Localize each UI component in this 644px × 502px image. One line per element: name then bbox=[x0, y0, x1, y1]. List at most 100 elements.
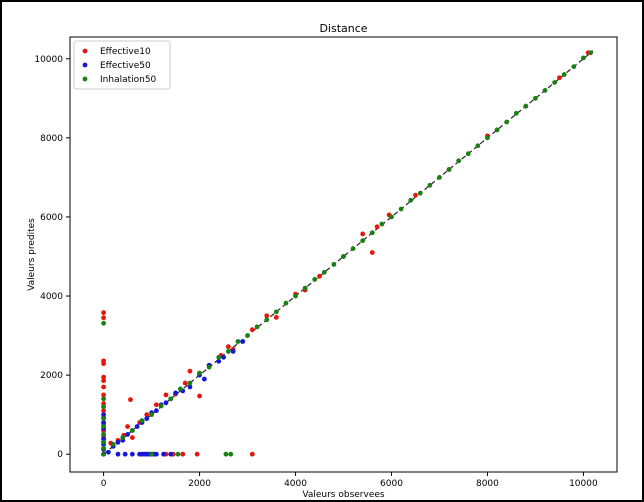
data-point bbox=[101, 420, 106, 425]
data-point bbox=[187, 368, 193, 374]
data-point bbox=[168, 396, 174, 402]
data-point bbox=[427, 182, 433, 188]
data-point bbox=[588, 50, 594, 56]
data-point bbox=[374, 224, 380, 230]
data-point bbox=[398, 206, 404, 212]
data-point bbox=[465, 151, 471, 157]
plot-area bbox=[101, 50, 594, 457]
data-point bbox=[317, 273, 322, 279]
data-point bbox=[350, 246, 356, 251]
data-point bbox=[153, 402, 159, 408]
data-point bbox=[249, 327, 255, 333]
data-point bbox=[101, 439, 106, 445]
data-point bbox=[581, 55, 586, 61]
data-point bbox=[552, 80, 558, 85]
data-point bbox=[379, 221, 385, 227]
data-point bbox=[101, 384, 106, 390]
data-point bbox=[180, 451, 186, 457]
y-tick-label: 8000 bbox=[40, 134, 63, 144]
data-point bbox=[513, 110, 519, 116]
data-point bbox=[216, 354, 222, 360]
axis-ticks: 0 2000 4000 6000 8000 10000 0 2000 4000 6000 8000 1… bbox=[34, 55, 598, 489]
data-point bbox=[369, 250, 375, 255]
data-point bbox=[240, 339, 246, 344]
data-point bbox=[161, 451, 166, 457]
x-tick-label: 0 bbox=[101, 479, 107, 489]
data-point bbox=[235, 339, 241, 344]
data-point bbox=[561, 72, 567, 77]
data-point bbox=[216, 358, 222, 364]
data-point bbox=[264, 313, 270, 319]
data-point bbox=[101, 310, 106, 316]
data-point bbox=[533, 95, 538, 101]
x-tick-label: 6000 bbox=[380, 479, 403, 489]
data-point bbox=[446, 167, 452, 172]
legend-box bbox=[73, 40, 171, 90]
legend-label: Effective10 bbox=[100, 47, 151, 57]
data-point bbox=[128, 397, 133, 403]
data-point bbox=[187, 384, 193, 390]
data-point bbox=[182, 380, 188, 386]
data-point bbox=[153, 408, 159, 414]
data-point bbox=[168, 451, 174, 457]
data-point bbox=[417, 190, 423, 196]
legend-marker bbox=[82, 48, 88, 54]
y-axis-label: Valeurs predites bbox=[27, 218, 37, 291]
data-point bbox=[101, 361, 106, 367]
data-point bbox=[101, 451, 106, 457]
legend-label: Effective50 bbox=[100, 61, 151, 71]
y-tick-label: 10000 bbox=[34, 55, 63, 65]
data-point bbox=[254, 324, 260, 330]
data-point bbox=[360, 238, 366, 244]
x-tick-label: 4000 bbox=[284, 479, 307, 489]
data-point bbox=[273, 314, 279, 320]
data-point bbox=[101, 424, 106, 429]
data-point bbox=[129, 451, 135, 457]
data-point bbox=[249, 451, 255, 457]
data-point bbox=[125, 432, 130, 437]
x-axis-label: Valeurs observees bbox=[302, 490, 385, 500]
data-point bbox=[283, 300, 289, 306]
data-point bbox=[139, 418, 145, 423]
data-point bbox=[413, 192, 418, 198]
data-point bbox=[456, 158, 462, 164]
data-point bbox=[302, 285, 308, 291]
legend-marker bbox=[82, 62, 88, 68]
legend-label: Inhalation50 bbox=[100, 75, 157, 85]
axes-frame bbox=[69, 36, 618, 473]
data-point bbox=[321, 269, 327, 275]
data-point bbox=[437, 174, 442, 180]
data-point bbox=[144, 416, 150, 422]
data-point bbox=[494, 127, 500, 133]
data-point bbox=[273, 309, 279, 315]
series-inhalation50 bbox=[101, 50, 594, 457]
data-point bbox=[245, 333, 250, 338]
data-point bbox=[101, 315, 106, 321]
data-point bbox=[408, 197, 414, 203]
data-point bbox=[221, 354, 226, 360]
data-point bbox=[122, 451, 128, 457]
data-point bbox=[197, 393, 202, 399]
data-point bbox=[110, 441, 116, 447]
data-point bbox=[225, 344, 231, 350]
data-point bbox=[101, 445, 106, 451]
data-point bbox=[523, 103, 529, 109]
data-point bbox=[101, 392, 106, 398]
data-point bbox=[129, 435, 135, 440]
data-point bbox=[542, 87, 548, 93]
x-tick-label: 8000 bbox=[476, 479, 499, 489]
data-point bbox=[101, 404, 106, 410]
legend: Effective10 Effective50 Inhalation50 bbox=[73, 40, 171, 90]
data-point bbox=[125, 424, 130, 429]
data-point bbox=[177, 386, 183, 392]
data-point bbox=[101, 416, 106, 422]
legend-marker bbox=[82, 76, 88, 82]
data-point bbox=[228, 451, 234, 457]
chart-title: Distance bbox=[319, 22, 367, 35]
y-tick-label: 6000 bbox=[40, 213, 63, 223]
data-point bbox=[475, 143, 481, 149]
data-point bbox=[331, 261, 337, 267]
data-point bbox=[341, 254, 346, 259]
data-point bbox=[101, 432, 106, 437]
y-tick-label: 0 bbox=[57, 450, 63, 460]
